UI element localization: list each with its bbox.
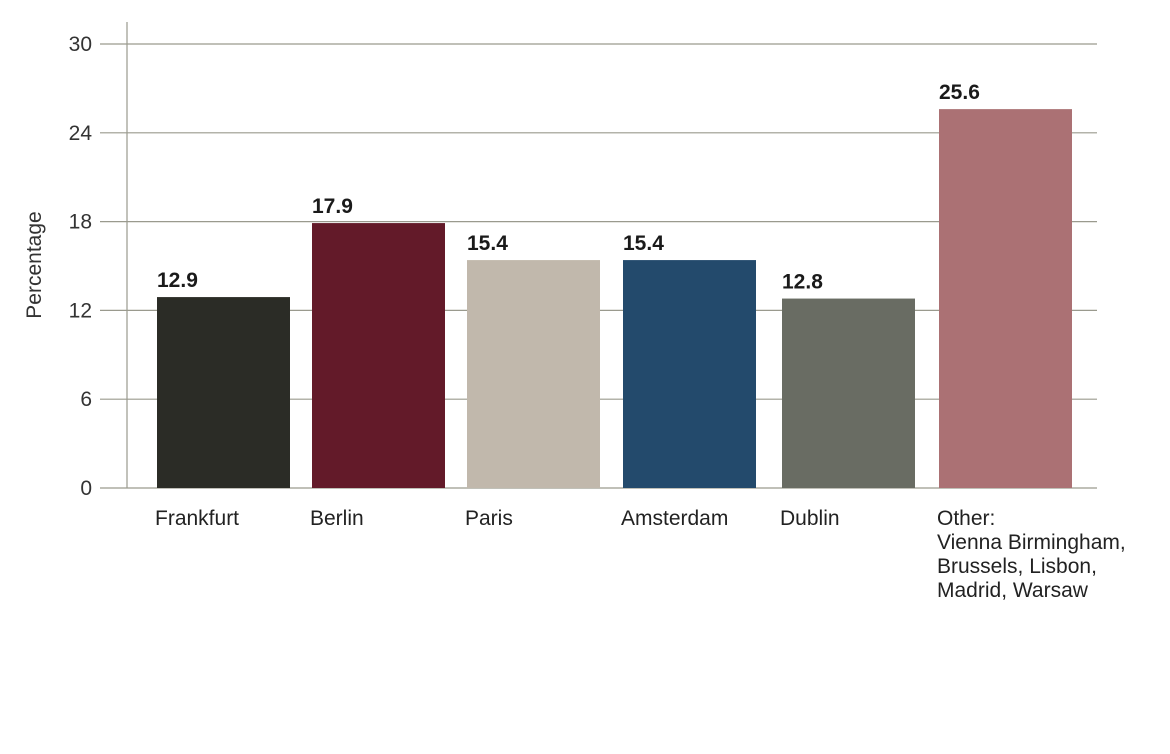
bars: [157, 109, 1072, 489]
category-label: Dublin: [780, 507, 840, 530]
data-label: 15.4: [467, 232, 508, 255]
category-label: Paris: [465, 507, 513, 530]
bar: [312, 223, 445, 488]
bar: [939, 109, 1072, 489]
y-tick-label: 12: [69, 299, 92, 322]
category-label: Frankfurt: [155, 507, 239, 530]
y-tick-label: 6: [80, 388, 92, 411]
y-tick-label: 30: [69, 33, 92, 56]
category-label: Brussels, Lisbon,: [937, 555, 1097, 578]
data-label: 25.6: [939, 81, 980, 104]
data-labels: 12.9 17.9 15.4 15.4 12.8 25.6: [157, 81, 980, 293]
y-tick-label: 18: [69, 211, 92, 234]
bar: [467, 260, 600, 488]
category-label: Madrid, Warsaw: [937, 579, 1089, 602]
category-label: Amsterdam: [621, 507, 728, 530]
data-label: 12.8: [782, 271, 823, 294]
category-label: Other:: [937, 507, 995, 530]
y-tick-labels: 0 6 12 18 24 30: [69, 33, 93, 500]
data-label: 15.4: [623, 232, 664, 255]
category-label: Vienna Birmingham,: [937, 531, 1126, 554]
bar: [157, 297, 290, 488]
y-axis-title: Percentage: [23, 211, 46, 318]
category-label: Berlin: [310, 507, 364, 530]
y-tick-label: 0: [80, 477, 92, 500]
data-label: 12.9: [157, 269, 198, 292]
category-labels: Frankfurt Berlin Paris Amsterdam Dublin Other…: [155, 507, 1126, 602]
y-tick-label: 24: [69, 122, 93, 145]
bar: [623, 260, 756, 488]
bar: [782, 298, 915, 488]
data-label: 17.9: [312, 195, 353, 218]
